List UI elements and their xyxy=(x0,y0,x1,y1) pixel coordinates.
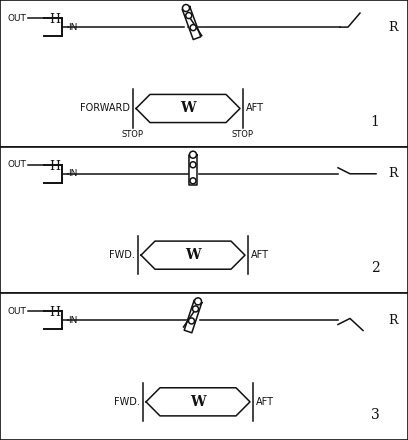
Text: W: W xyxy=(185,248,201,262)
Text: H: H xyxy=(49,160,60,173)
Text: OUT: OUT xyxy=(8,160,27,169)
Text: H: H xyxy=(49,306,60,319)
Text: FORWARD: FORWARD xyxy=(80,103,130,114)
Circle shape xyxy=(195,298,202,305)
Text: R: R xyxy=(388,314,398,327)
Text: IN: IN xyxy=(68,169,78,178)
Polygon shape xyxy=(146,388,250,416)
Polygon shape xyxy=(189,155,197,185)
Text: R: R xyxy=(388,167,398,180)
Text: AFT: AFT xyxy=(251,250,269,260)
Polygon shape xyxy=(184,300,202,333)
Text: 1: 1 xyxy=(370,114,379,128)
Polygon shape xyxy=(136,95,240,123)
Text: OUT: OUT xyxy=(8,14,27,22)
Polygon shape xyxy=(182,7,201,40)
Text: R: R xyxy=(388,21,398,33)
Text: IN: IN xyxy=(68,316,78,325)
Text: IN: IN xyxy=(68,22,78,32)
Circle shape xyxy=(188,318,195,324)
Text: 2: 2 xyxy=(370,261,379,275)
Circle shape xyxy=(190,162,196,168)
Text: H: H xyxy=(49,13,60,26)
Text: W: W xyxy=(180,102,196,115)
Text: STOP: STOP xyxy=(232,130,254,139)
Text: W: W xyxy=(190,395,206,409)
Text: FWD.: FWD. xyxy=(109,250,135,260)
Text: OUT: OUT xyxy=(8,307,27,316)
Circle shape xyxy=(190,178,196,184)
Text: AFT: AFT xyxy=(256,397,274,407)
Text: FWD.: FWD. xyxy=(114,397,140,407)
Text: AFT: AFT xyxy=(246,103,264,114)
Circle shape xyxy=(182,4,189,11)
Text: 3: 3 xyxy=(370,408,379,422)
Circle shape xyxy=(190,25,196,31)
Polygon shape xyxy=(141,241,245,269)
Circle shape xyxy=(189,151,197,158)
Text: STOP: STOP xyxy=(122,130,144,139)
Circle shape xyxy=(186,13,192,18)
Circle shape xyxy=(193,306,199,312)
